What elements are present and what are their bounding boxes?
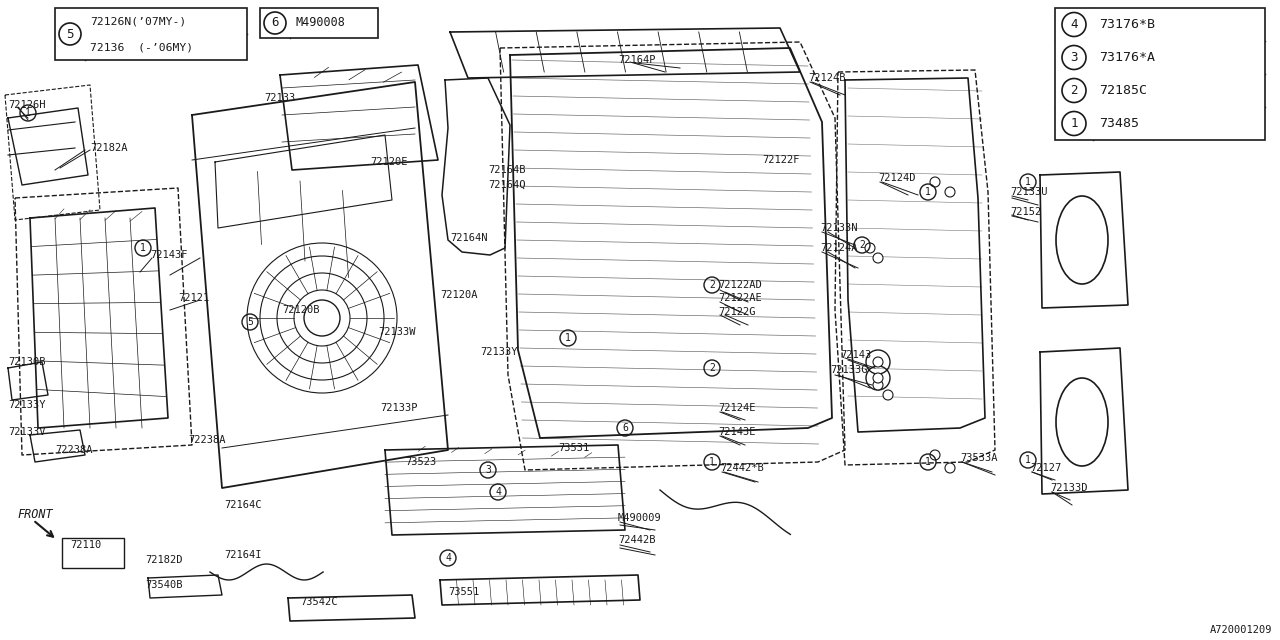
Text: 72122F: 72122F [762, 155, 800, 165]
Circle shape [873, 373, 883, 383]
Text: 72124D: 72124D [878, 173, 915, 183]
Text: 72126H: 72126H [8, 100, 46, 110]
Text: 72133Y: 72133Y [8, 400, 46, 410]
Circle shape [873, 253, 883, 263]
Text: 73176*B: 73176*B [1100, 18, 1155, 31]
Text: 72122AD: 72122AD [718, 280, 762, 290]
Text: 6: 6 [622, 423, 628, 433]
Text: 72136  (-’06MY): 72136 (-’06MY) [90, 42, 193, 52]
Text: 72122G: 72122G [718, 307, 755, 317]
Bar [1055, 8, 1265, 140]
Text: 72133: 72133 [264, 93, 296, 103]
Circle shape [873, 357, 883, 367]
Bar [61, 538, 124, 568]
Text: 3: 3 [485, 465, 492, 475]
Text: 1: 1 [1025, 455, 1030, 465]
Text: 72130B: 72130B [8, 357, 46, 367]
Text: 72164B: 72164B [488, 165, 526, 175]
Text: 72133V: 72133V [8, 427, 46, 437]
Text: 73551: 73551 [448, 587, 479, 597]
Text: 4: 4 [495, 487, 500, 497]
Text: 73176*A: 73176*A [1100, 51, 1155, 64]
Text: 2: 2 [709, 280, 716, 290]
Text: 72120A: 72120A [440, 290, 477, 300]
Text: 72124A: 72124A [820, 243, 858, 253]
Text: M490009: M490009 [618, 513, 662, 523]
Bar [55, 8, 247, 60]
Text: 72120B: 72120B [282, 305, 320, 315]
Text: 2: 2 [1070, 84, 1078, 97]
Circle shape [873, 380, 883, 390]
Circle shape [945, 463, 955, 473]
Text: 72182A: 72182A [90, 143, 128, 153]
Text: 72110: 72110 [70, 540, 101, 550]
Text: 72238A: 72238A [55, 445, 92, 455]
Text: 1: 1 [925, 187, 931, 197]
Text: 72164C: 72164C [224, 500, 261, 510]
Text: 72185C: 72185C [1100, 84, 1147, 97]
Text: A720001209: A720001209 [1210, 625, 1272, 635]
Text: FRONT: FRONT [17, 509, 52, 522]
Text: 1: 1 [709, 457, 716, 467]
Text: 73485: 73485 [1100, 117, 1139, 130]
Text: 72164I: 72164I [224, 550, 261, 560]
Text: 4: 4 [1070, 18, 1078, 31]
Text: 1: 1 [564, 333, 571, 343]
Text: 72133Y: 72133Y [480, 347, 517, 357]
Text: 1: 1 [1025, 177, 1030, 187]
Text: 72238A: 72238A [188, 435, 225, 445]
Text: 72164N: 72164N [451, 233, 488, 243]
Circle shape [883, 390, 893, 400]
Text: 5: 5 [67, 28, 74, 40]
Text: 72133D: 72133D [1050, 483, 1088, 493]
Text: 72152: 72152 [1010, 207, 1041, 217]
Text: 1: 1 [140, 243, 146, 253]
Text: 3: 3 [1070, 51, 1078, 64]
Text: 4: 4 [445, 553, 451, 563]
Circle shape [931, 177, 940, 187]
Text: 5: 5 [247, 317, 253, 327]
Text: 73523: 73523 [404, 457, 436, 467]
Text: 72143: 72143 [840, 350, 872, 360]
Text: 72127: 72127 [1030, 463, 1061, 473]
Text: 1: 1 [1070, 117, 1078, 130]
Text: 72120E: 72120E [370, 157, 407, 167]
Text: 72442B: 72442B [618, 535, 655, 545]
Text: 72124E: 72124E [718, 403, 755, 413]
Text: 72182D: 72182D [145, 555, 183, 565]
Text: 72133G: 72133G [829, 365, 868, 375]
Text: 73533A: 73533A [960, 453, 997, 463]
Text: M490008: M490008 [296, 17, 346, 29]
Circle shape [305, 300, 340, 336]
Text: 6: 6 [271, 17, 279, 29]
Text: 72124B: 72124B [808, 73, 846, 83]
Text: 72442*B: 72442*B [719, 463, 764, 473]
Text: 1: 1 [925, 457, 931, 467]
Text: 72126N(’07MY-): 72126N(’07MY-) [90, 16, 187, 26]
Text: 72164P: 72164P [618, 55, 655, 65]
Circle shape [865, 243, 876, 253]
Text: 2: 2 [859, 240, 865, 250]
Circle shape [945, 187, 955, 197]
Text: 73531: 73531 [558, 443, 589, 453]
Text: 1: 1 [26, 108, 31, 118]
Text: 72143F: 72143F [150, 250, 187, 260]
Text: 72121: 72121 [178, 293, 209, 303]
Bar [260, 8, 378, 38]
Text: 72133W: 72133W [378, 327, 416, 337]
Text: 72164Q: 72164Q [488, 180, 526, 190]
Text: 73540B: 73540B [145, 580, 183, 590]
Text: 72133U: 72133U [1010, 187, 1047, 197]
Text: 72143E: 72143E [718, 427, 755, 437]
Text: 73542C: 73542C [300, 597, 338, 607]
Text: 2: 2 [709, 363, 716, 373]
Text: 72133P: 72133P [380, 403, 417, 413]
Text: 72122AE: 72122AE [718, 293, 762, 303]
Text: 72133N: 72133N [820, 223, 858, 233]
Circle shape [931, 450, 940, 460]
